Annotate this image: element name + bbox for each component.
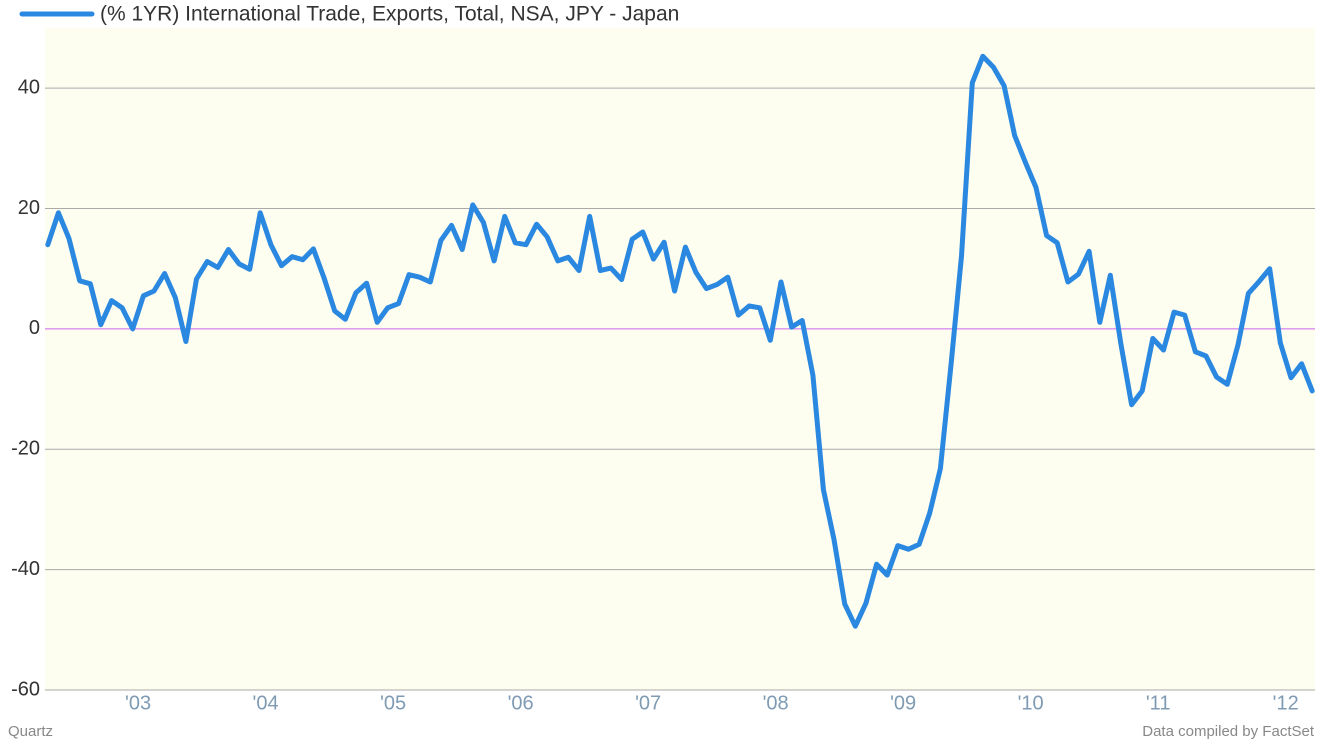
x-tick-label: '08 [763,692,789,714]
source-left: Quartz [8,723,53,740]
x-tick-label: '06 [508,692,534,714]
y-tick-label: -60 [11,678,40,700]
x-tick-label: '04 [253,692,279,714]
legend-label: (% 1YR) International Trade, Exports, To… [100,3,679,26]
y-tick-label: 0 [29,317,40,339]
x-tick-label: '07 [635,692,661,714]
x-tick-label: '10 [1018,692,1044,714]
source-right: Data compiled by FactSet [1142,723,1315,740]
x-tick-label: '11 [1146,692,1171,714]
y-tick-label: 20 [18,197,40,219]
y-tick-label: -20 [11,438,40,460]
plot-background [45,28,1315,690]
y-tick-label: -40 [11,558,40,580]
series-line [45,53,1315,629]
x-tick-label: '09 [890,692,916,714]
x-tick-label: '05 [380,692,406,714]
y-tick-label: 40 [18,76,40,98]
x-tick-label: '12 [1273,692,1299,714]
x-tick-label: '03 [125,692,151,714]
